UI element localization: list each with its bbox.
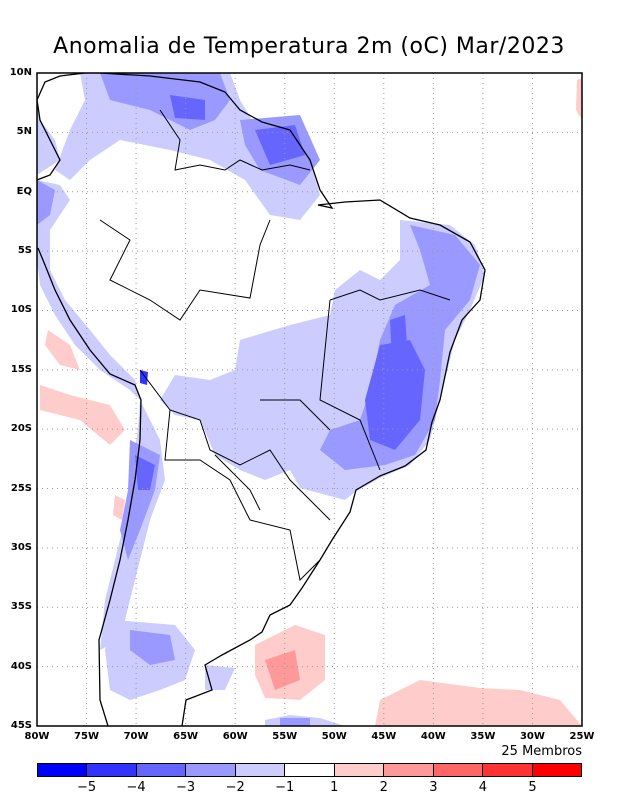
latitude-label: 10S <box>10 304 32 316</box>
colorbar-label: 5 <box>528 780 537 795</box>
latitude-label: 40S <box>10 660 32 672</box>
colorbar-label: 3 <box>429 780 438 795</box>
anomaly-contour <box>45 330 80 370</box>
latitude-label: EQ <box>16 185 32 197</box>
longitude-label: 50W <box>321 731 347 742</box>
latitude-label: 5N <box>16 126 32 138</box>
colorbar-label: −4 <box>126 780 146 795</box>
anomaly-contour <box>280 718 310 726</box>
latitude-label: 30S <box>10 541 32 553</box>
longitude-label: 55W <box>272 731 298 742</box>
anomaly-contour <box>40 385 125 445</box>
longitude-label: 70W <box>123 731 149 742</box>
anomaly-contour <box>130 630 175 665</box>
longitude-label: 80W <box>24 731 50 742</box>
longitude-label: 40W <box>420 731 446 742</box>
anomaly-contour <box>55 73 320 220</box>
colorbar-label: −1 <box>275 780 295 795</box>
members-label: 25 Membros <box>501 744 582 759</box>
latitude-label: 15S <box>10 363 32 375</box>
latitude-label: 20S <box>10 423 32 435</box>
anomaly-contour <box>135 455 155 490</box>
coastline <box>37 73 486 726</box>
colorbar-label: 1 <box>330 780 339 795</box>
longitude-label: 30W <box>519 731 545 742</box>
anomaly-contour <box>390 315 408 360</box>
map-title: Anomalia de Temperatura 2m (oC) Mar/2023 <box>53 34 565 59</box>
longitude-label: 75W <box>74 731 99 742</box>
colorbar <box>37 763 582 777</box>
colorbar-swatch <box>87 764 137 776</box>
colorbar-label: −3 <box>176 780 196 795</box>
longitude-label: 60W <box>222 731 248 742</box>
map-frame <box>36 72 583 727</box>
anomaly-contour <box>375 680 582 726</box>
colorbar-label: −5 <box>76 780 97 795</box>
anomaly-contour <box>205 665 235 690</box>
anomaly-contour <box>576 78 582 120</box>
latitude-label: 10N <box>9 67 32 78</box>
colorbar-label: 2 <box>379 780 388 795</box>
colorbar-swatch <box>38 764 88 776</box>
latitude-label: 45S <box>10 720 32 731</box>
colorbar-swatch <box>483 764 533 776</box>
longitude-label: 25W <box>569 731 595 742</box>
colorbar-swatch <box>235 764 286 776</box>
anomaly-contour <box>170 95 205 120</box>
map-content <box>37 73 582 726</box>
colorbar-swatch <box>186 764 236 776</box>
colorbar-swatch <box>334 764 385 776</box>
longitude-label: 45W <box>371 731 397 742</box>
colorbar-label: −2 <box>225 780 245 795</box>
colorbar-label: 4 <box>478 780 488 795</box>
latitude-label: 25S <box>10 482 32 494</box>
colorbar-swatch <box>285 764 335 776</box>
anomaly-contour <box>255 125 305 165</box>
anomaly-contour <box>37 180 55 225</box>
colorbar-swatch <box>433 764 484 776</box>
colorbar-swatch <box>384 764 434 776</box>
longitude-label: 35W <box>470 731 496 742</box>
anomaly-contour <box>37 180 140 400</box>
anomaly-contour <box>113 495 125 520</box>
longitude-label: 65W <box>173 731 199 742</box>
anomaly-contour <box>365 340 425 450</box>
latitude-label: 35S <box>10 601 32 613</box>
country-borders <box>99 109 451 582</box>
colorbar-swatch <box>136 764 187 776</box>
latitude-label: 5S <box>17 245 32 257</box>
colorbar-swatch <box>532 764 581 776</box>
anomaly-contour <box>140 370 148 385</box>
anomaly-contour <box>265 650 300 690</box>
